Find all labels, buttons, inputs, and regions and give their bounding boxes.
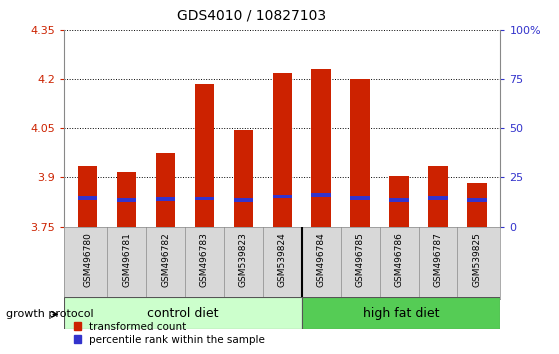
Bar <box>302 297 500 329</box>
Bar <box>428 166 448 227</box>
Text: GSM496783: GSM496783 <box>200 232 209 287</box>
Bar <box>78 166 97 227</box>
Bar <box>234 130 253 227</box>
Legend: transformed count, percentile rank within the sample: transformed count, percentile rank withi… <box>69 317 269 349</box>
Bar <box>156 198 175 201</box>
Bar <box>195 84 214 227</box>
Text: GSM539825: GSM539825 <box>472 232 481 287</box>
Bar <box>78 196 97 200</box>
Bar <box>311 194 331 197</box>
Text: GDS4010 / 10827103: GDS4010 / 10827103 <box>177 9 326 23</box>
Text: GSM496787: GSM496787 <box>434 232 443 287</box>
Text: growth protocol: growth protocol <box>6 309 93 319</box>
Bar <box>390 198 409 202</box>
Bar <box>234 198 253 202</box>
Bar <box>467 198 487 202</box>
Bar <box>156 153 175 227</box>
Bar <box>311 69 331 227</box>
Bar <box>273 73 292 227</box>
Text: GSM539823: GSM539823 <box>239 232 248 287</box>
Text: high fat diet: high fat diet <box>363 307 439 320</box>
Text: GSM496786: GSM496786 <box>395 232 404 287</box>
Text: GSM496785: GSM496785 <box>356 232 364 287</box>
Bar <box>195 197 214 200</box>
Bar <box>428 196 448 200</box>
Bar <box>467 183 487 227</box>
Text: GSM496784: GSM496784 <box>317 232 326 287</box>
Bar <box>64 297 302 329</box>
Bar <box>350 79 370 227</box>
Text: control diet: control diet <box>147 307 219 320</box>
Bar <box>350 196 370 200</box>
Text: GSM496782: GSM496782 <box>161 232 170 287</box>
Text: GSM496781: GSM496781 <box>122 232 131 287</box>
Text: GSM496780: GSM496780 <box>83 232 92 287</box>
Bar <box>273 195 292 198</box>
Text: GSM539824: GSM539824 <box>278 232 287 287</box>
Bar <box>117 172 136 227</box>
Bar <box>390 176 409 227</box>
Bar <box>117 198 136 202</box>
